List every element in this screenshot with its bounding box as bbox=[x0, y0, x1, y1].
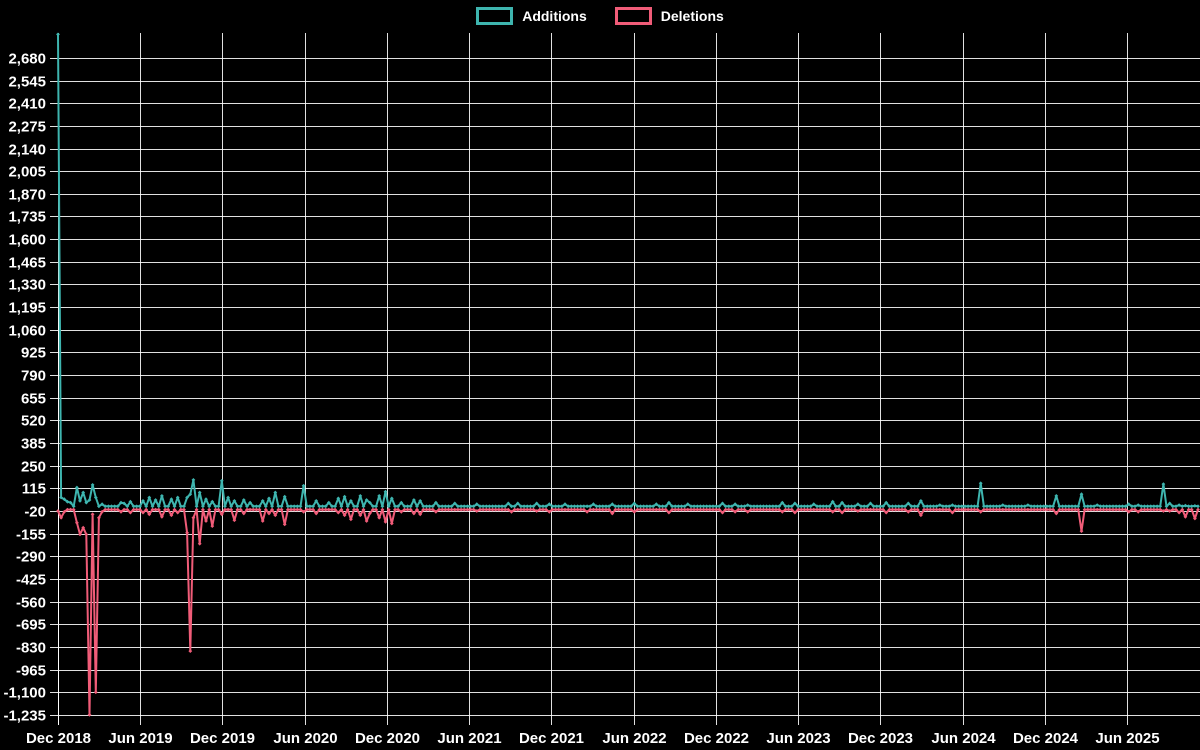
axis-labels: 2,680 2,545 2,410 2,275 2,140 2,005 1,870 1,735… bbox=[3, 51, 1159, 748]
x-tick-label: Dec 2024 bbox=[1013, 730, 1079, 747]
chart-legend: Additions Deletions bbox=[0, 7, 1200, 25]
x-tick-label: Jun 2022 bbox=[602, 730, 666, 747]
y-tick-label: 655 bbox=[21, 391, 46, 408]
y-tick-label: 2,410 bbox=[8, 96, 46, 113]
y-tick-label: -425 bbox=[16, 572, 46, 589]
y-tick-label: 1,330 bbox=[8, 277, 46, 294]
y-tick-label: 1,735 bbox=[8, 209, 46, 226]
legend-item-deletions[interactable]: Deletions bbox=[614, 7, 724, 25]
y-tick-label: 520 bbox=[21, 413, 46, 430]
x-tick-label: Dec 2021 bbox=[519, 730, 584, 747]
x-tick-label: Dec 2022 bbox=[684, 730, 749, 747]
y-tick-label: -560 bbox=[16, 595, 46, 612]
x-tick-label: Jun 2019 bbox=[108, 730, 172, 747]
y-tick-label: 2,275 bbox=[8, 119, 46, 136]
legend-label-additions: Additions bbox=[522, 8, 587, 24]
deletions-series bbox=[56, 507, 1200, 717]
y-tick-label: 385 bbox=[21, 436, 46, 453]
y-tick-label: -830 bbox=[16, 640, 46, 657]
x-tick-label: Dec 2023 bbox=[848, 730, 913, 747]
x-tick-label: Jun 2025 bbox=[1095, 730, 1159, 747]
y-tick-label: 1,600 bbox=[8, 232, 46, 249]
y-tick-label: -155 bbox=[16, 527, 46, 544]
y-tick-label: 2,680 bbox=[8, 51, 46, 68]
y-tick-label: -695 bbox=[16, 617, 46, 634]
x-tick-label: Dec 2020 bbox=[355, 730, 420, 747]
y-tick-label: 2,545 bbox=[8, 74, 46, 91]
y-tick-label: 1,060 bbox=[8, 323, 46, 340]
y-tick-label: 1,465 bbox=[8, 255, 46, 272]
grid-lines bbox=[50, 33, 1200, 725]
deletions-markers bbox=[56, 507, 1200, 717]
x-tick-label: Jun 2023 bbox=[766, 730, 830, 747]
x-tick-label: Jun 2024 bbox=[931, 730, 996, 747]
y-tick-label: -965 bbox=[16, 663, 46, 680]
y-tick-label: 2,005 bbox=[8, 164, 46, 181]
y-tick-label: 1,870 bbox=[8, 187, 46, 204]
deletions-swatch-icon bbox=[614, 7, 652, 25]
additions-series bbox=[56, 32, 1200, 509]
y-tick-label: -20 bbox=[24, 504, 46, 521]
y-tick-label: 250 bbox=[21, 459, 46, 476]
y-tick-label: -1,235 bbox=[3, 708, 46, 725]
x-tick-label: Jun 2020 bbox=[273, 730, 337, 747]
deletions-line bbox=[57, 508, 1199, 716]
legend-label-deletions: Deletions bbox=[660, 8, 724, 24]
y-tick-label: 1,195 bbox=[8, 300, 46, 317]
y-tick-label: 925 bbox=[21, 345, 46, 362]
x-tick-label: Dec 2018 bbox=[26, 730, 91, 747]
y-tick-label: 2,140 bbox=[8, 142, 46, 159]
additions-line bbox=[57, 34, 1199, 508]
y-tick-label: -1,100 bbox=[3, 685, 46, 702]
y-tick-label: -290 bbox=[16, 549, 46, 566]
x-tick-label: Jun 2021 bbox=[437, 730, 501, 747]
x-tick-label: Dec 2019 bbox=[190, 730, 255, 747]
additions-swatch-icon bbox=[476, 7, 514, 25]
y-tick-label: 115 bbox=[22, 481, 46, 498]
legend-item-additions[interactable]: Additions bbox=[476, 7, 587, 25]
y-tick-label: 790 bbox=[21, 368, 46, 385]
